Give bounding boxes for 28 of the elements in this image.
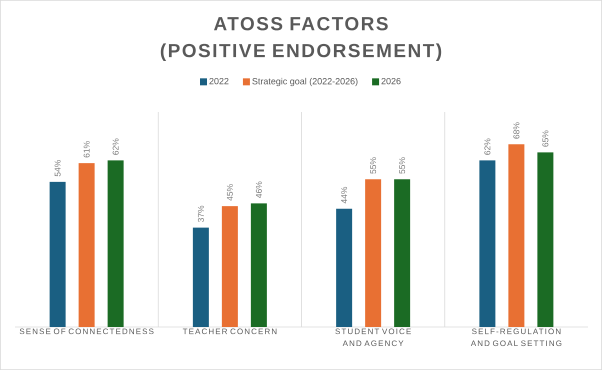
bar — [108, 160, 124, 327]
legend-label: 2022 — [209, 78, 228, 84]
chart-title: ATOSS FACTORS (POSITIVE ENDORSEMENT) — [160, 16, 442, 62]
data-label: 62% — [484, 138, 490, 155]
data-label: 68% — [513, 122, 520, 139]
data-label: 62% — [112, 138, 119, 155]
data-label: 54% — [54, 160, 61, 176]
data-label: 37% — [198, 206, 204, 222]
bar — [192, 228, 209, 327]
bar — [78, 163, 95, 327]
bar — [508, 144, 524, 327]
data-label: 46% — [256, 182, 262, 198]
bar — [365, 179, 382, 327]
bar — [479, 160, 496, 327]
data-label: 45% — [226, 184, 233, 201]
bar — [537, 152, 554, 327]
legend-label: 2026 — [382, 78, 401, 84]
data-label: 44% — [341, 186, 348, 204]
bar — [394, 179, 410, 327]
data-label: 61% — [84, 141, 90, 158]
bar — [222, 206, 238, 327]
data-label: 55% — [399, 157, 406, 174]
data-label: 65% — [542, 130, 548, 147]
bar — [336, 208, 352, 327]
legend-label: Strategic goal (2022-2026) — [252, 78, 358, 86]
data-label: 55% — [370, 157, 376, 174]
bar — [50, 182, 66, 327]
bar — [250, 203, 267, 327]
